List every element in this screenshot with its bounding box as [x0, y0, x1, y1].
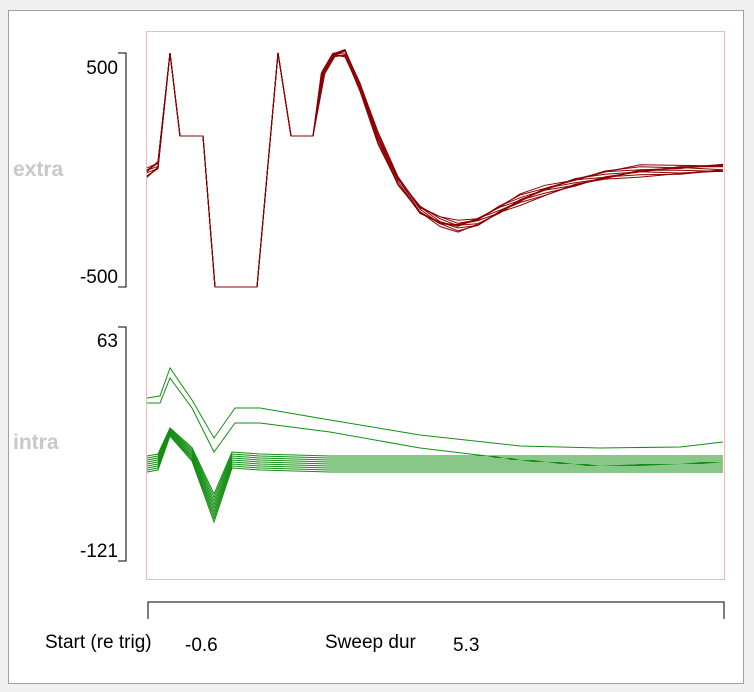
intra-trace: [146, 435, 723, 524]
extra-ymax-label: 500: [86, 58, 118, 79]
intra-traces: [146, 366, 724, 524]
extra-trace: [146, 50, 724, 288]
intra-trace: [146, 430, 723, 506]
intra-trace: [147, 376, 724, 467]
sweep-duration-label: Sweep dur: [325, 632, 416, 653]
extra-scale-bracket: [118, 52, 127, 288]
intra-channel-label: intra: [13, 431, 59, 454]
extra-traces: [146, 48, 724, 288]
plot-area[interactable]: [146, 31, 725, 580]
extra-trace: [146, 52, 724, 288]
intra-trace: [146, 366, 724, 449]
extra-trace: [146, 48, 724, 288]
intra-trace: [146, 433, 723, 517]
extra-channel-label: extra: [13, 158, 64, 181]
extra-trace: [146, 50, 724, 288]
sweep-duration-value[interactable]: 5.3: [453, 635, 480, 656]
intra-trace: [146, 427, 723, 496]
intra-scale-bracket: [118, 326, 127, 562]
intra-trace: [146, 429, 723, 503]
intra-trace: [146, 434, 723, 520]
extra-trace: [146, 50, 724, 288]
time-axis-bracket: [147, 601, 725, 619]
intra-ymin-label: -121: [79, 541, 118, 562]
intra-trace: [146, 428, 723, 499]
intra-trace: [146, 432, 723, 513]
intra-trace: [146, 431, 723, 510]
intra-ymax-label: 63: [96, 331, 118, 352]
extra-ymin-label: -500: [79, 267, 118, 288]
start-value[interactable]: -0.6: [185, 635, 218, 656]
extra-trace: [146, 49, 724, 288]
start-label: Start (re trig): [45, 632, 152, 653]
